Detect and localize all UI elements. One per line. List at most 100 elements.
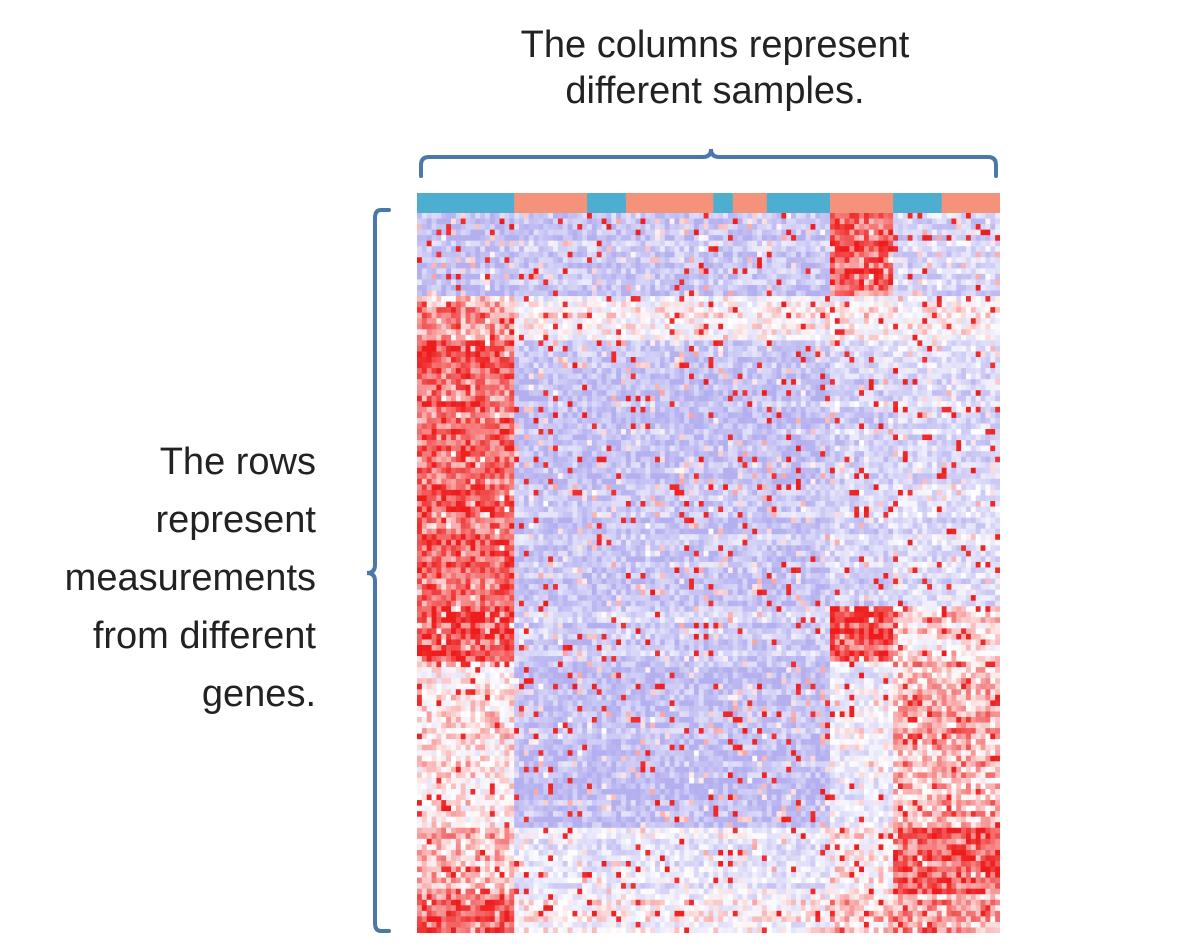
heatmap-cell (625, 323, 632, 330)
heatmap-cell (951, 240, 957, 247)
heatmap-cell (849, 285, 855, 291)
heatmap-cell (499, 357, 505, 363)
heatmap-cell (863, 329, 870, 336)
heatmap-cell (451, 357, 457, 363)
heatmap-cell (936, 340, 943, 347)
heatmap-cell (936, 412, 943, 419)
heatmap-cell (577, 268, 583, 275)
heatmap-cell (606, 285, 612, 291)
heatmap-cell (621, 240, 627, 247)
heatmap-cell (567, 262, 573, 269)
heatmap-cell (815, 301, 821, 308)
heatmap-cell (674, 423, 680, 430)
heatmap-cell (883, 340, 889, 347)
heatmap-cell (825, 434, 831, 441)
heatmap-cell (485, 257, 491, 264)
heatmap-cell (742, 368, 748, 375)
heatmap-cell (897, 429, 904, 435)
heatmap-cell (489, 273, 496, 280)
heatmap-cell (441, 307, 447, 314)
heatmap-cell (941, 240, 947, 247)
heatmap-cell (961, 395, 967, 402)
heatmap-cell (621, 417, 627, 424)
heatmap-cell (528, 373, 534, 380)
heatmap-cell (927, 373, 933, 380)
heatmap-cell (917, 224, 923, 231)
heatmap-cell (732, 301, 739, 308)
heatmap-cell (752, 251, 758, 258)
heatmap-cell (596, 379, 603, 386)
heatmap-cell (572, 268, 578, 275)
heatmap-cell (965, 273, 972, 280)
heatmap-cell (849, 340, 855, 347)
heatmap-cell (708, 224, 714, 231)
heatmap-cell (596, 373, 603, 380)
heatmap-cell (664, 290, 671, 297)
heatmap-cell (970, 257, 977, 264)
heatmap-cell (761, 384, 768, 391)
heatmap-cell (878, 351, 884, 358)
heatmap-cell (723, 240, 729, 247)
heatmap-cell (674, 401, 680, 408)
heatmap-cell (674, 390, 680, 397)
heatmap-cell (868, 379, 875, 386)
heatmap-cell (606, 296, 612, 303)
heatmap-cell (757, 373, 763, 380)
heatmap-cell (616, 246, 622, 253)
heatmap-cell (470, 301, 476, 308)
heatmap-cell (922, 406, 928, 413)
heatmap-cell (839, 318, 845, 325)
heatmap-cell (956, 213, 962, 219)
heatmap-cell (854, 301, 860, 308)
heatmap-cell (931, 434, 938, 441)
heatmap-cell (655, 429, 661, 435)
heatmap-cell (907, 351, 913, 358)
heatmap-cell (737, 423, 743, 430)
heatmap-cell (752, 307, 758, 314)
heatmap-cell (844, 279, 850, 286)
heatmap-cell (912, 273, 918, 280)
heatmap-cell (781, 312, 787, 319)
heatmap-cell (815, 368, 821, 375)
heatmap-cell (825, 318, 831, 325)
heatmap-cell (805, 235, 811, 242)
heatmap-cell (674, 340, 680, 347)
heatmap-cell (956, 345, 962, 352)
heatmap-cell (436, 384, 442, 391)
heatmap-cell (645, 307, 651, 314)
heatmap-cell (912, 362, 918, 369)
heatmap-cell (868, 384, 875, 391)
heatmap-cell (489, 229, 496, 236)
heatmap-cell (587, 395, 593, 402)
heatmap-cell (941, 279, 947, 286)
heatmap-cell (795, 412, 802, 419)
heatmap-cell (684, 373, 690, 380)
heatmap-cell (679, 224, 685, 231)
heatmap-cell (674, 334, 680, 341)
heatmap-cell (927, 296, 933, 303)
heatmap-cell (737, 395, 743, 402)
heatmap-cell (465, 296, 471, 303)
heatmap-cell (543, 417, 549, 424)
heatmap-cell (455, 434, 462, 441)
heatmap-cell (475, 412, 481, 419)
heatmap-cell (805, 218, 811, 225)
heatmap-cell (825, 357, 831, 363)
heatmap-cell (421, 318, 428, 325)
heatmap-cell (693, 229, 700, 236)
heatmap-cell (625, 224, 632, 231)
heatmap-cell (591, 351, 598, 358)
heatmap-cell (980, 251, 986, 258)
heatmap-cell (475, 279, 481, 286)
heatmap-cell (995, 235, 1000, 242)
heatmap-cell (708, 401, 714, 408)
heatmap-cell (795, 318, 802, 325)
heatmap-cell (606, 406, 612, 413)
heatmap-cell (567, 368, 573, 375)
heatmap-cell (514, 323, 520, 330)
heatmap-cell (689, 246, 695, 253)
heatmap-cell (587, 401, 593, 408)
heatmap-cell (771, 345, 777, 352)
heatmap-cell (655, 329, 661, 336)
heatmap-cell (946, 345, 952, 352)
